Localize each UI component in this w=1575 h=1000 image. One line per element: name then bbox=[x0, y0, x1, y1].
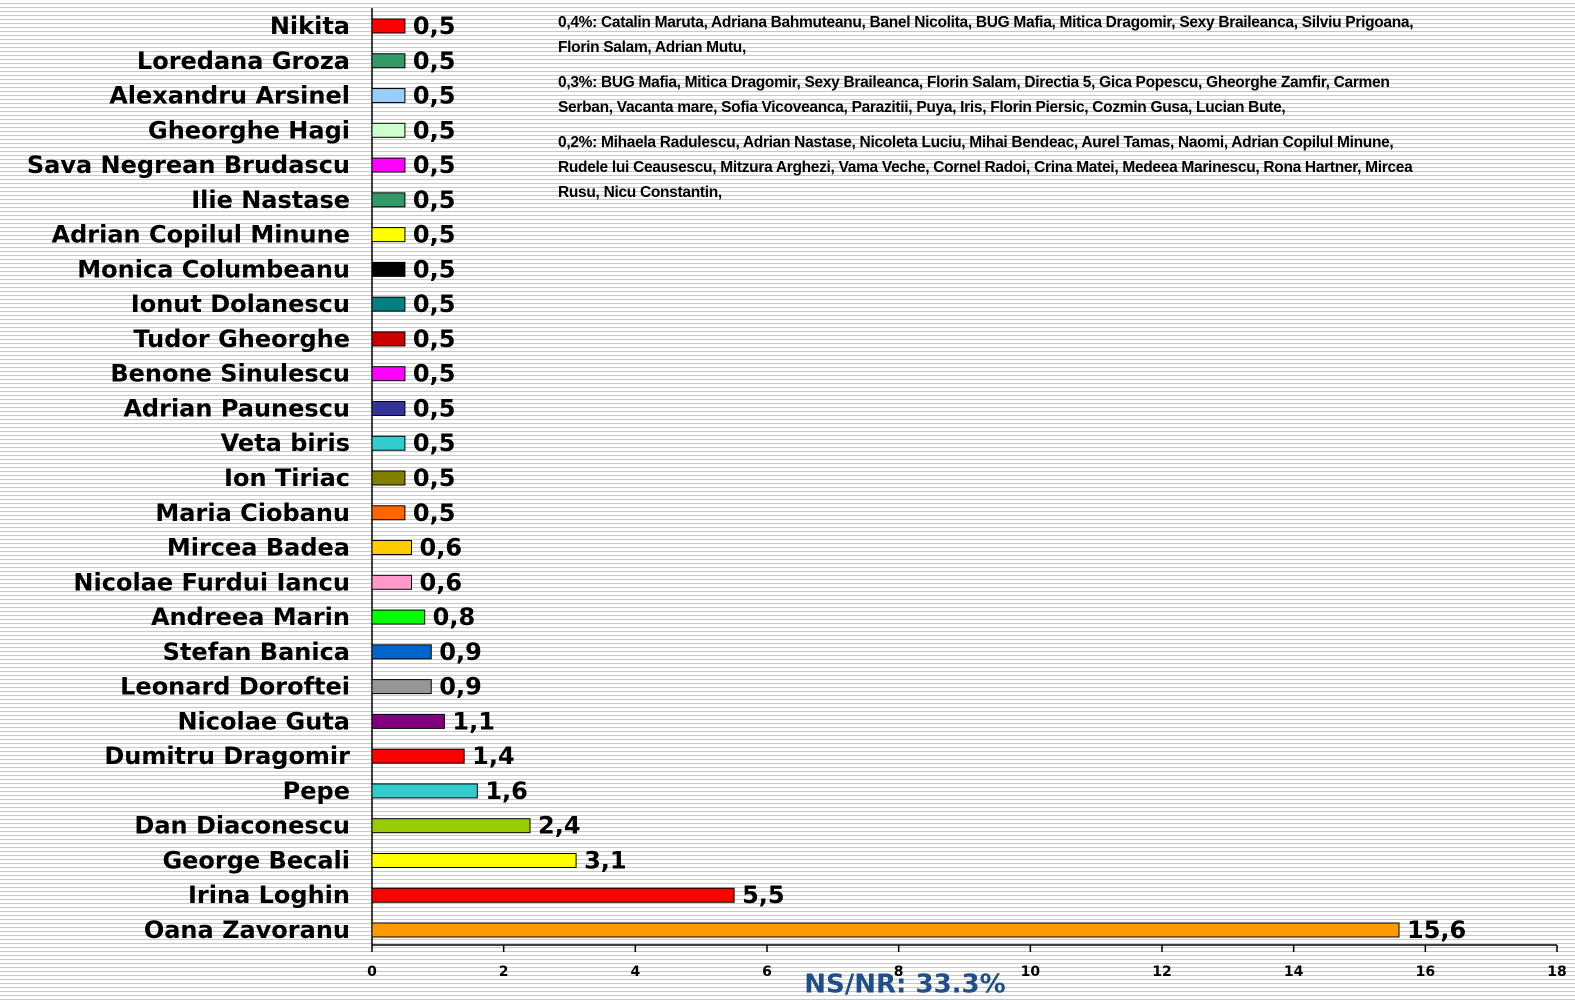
category-label: Adrian Paunescu bbox=[123, 394, 350, 422]
annotation: 0,3%: BUG Mafia, Mitica Dragomir, Sexy B… bbox=[558, 74, 1390, 116]
category-label: Leonard Doroftei bbox=[120, 673, 350, 701]
category-label: Tudor Gheorghe bbox=[133, 325, 350, 353]
bar bbox=[371, 470, 406, 486]
category-label: Pepe bbox=[283, 777, 350, 805]
x-tick-label: 8 bbox=[894, 964, 904, 980]
bar bbox=[371, 922, 1400, 938]
bar bbox=[371, 296, 406, 312]
category-label: Andreea Marin bbox=[151, 603, 350, 631]
category-label: Nicolae Furdui Iancu bbox=[73, 568, 350, 596]
value-label: 0,5 bbox=[413, 499, 456, 527]
footnote: NS/NR: 33.3% bbox=[804, 970, 1005, 1000]
value-label: 0,8 bbox=[433, 603, 476, 631]
annotation: 0,2%: Mihaela Radulescu, Adrian Nastase,… bbox=[558, 134, 1413, 201]
value-label: 0,5 bbox=[413, 151, 456, 179]
bar bbox=[371, 18, 406, 34]
bar bbox=[371, 783, 478, 799]
value-label: 0,6 bbox=[420, 534, 463, 562]
bar bbox=[371, 227, 406, 243]
value-label: 0,5 bbox=[413, 221, 456, 249]
category-label: Alexandru Arsinel bbox=[109, 82, 350, 110]
category-label: Ionut Dolanescu bbox=[131, 290, 350, 318]
bar bbox=[371, 609, 426, 625]
value-label: 1,6 bbox=[485, 777, 528, 805]
value-label: 15,6 bbox=[1407, 916, 1466, 944]
x-tick-label: 18 bbox=[1547, 964, 1566, 980]
bar bbox=[371, 540, 412, 556]
bar bbox=[371, 505, 406, 521]
category-label: Stefan Banica bbox=[163, 638, 350, 666]
bar bbox=[371, 679, 432, 695]
value-label: 0,5 bbox=[413, 255, 456, 283]
category-label: Gheorghe Hagi bbox=[148, 116, 350, 144]
bar bbox=[371, 818, 531, 834]
annotation: 0,4%: Catalin Maruta, Adriana Bahmuteanu… bbox=[558, 14, 1414, 56]
category-label: Loredana Groza bbox=[137, 47, 350, 75]
value-label: 1,1 bbox=[452, 707, 495, 735]
category-label: Sava Negrean Brudascu bbox=[27, 151, 350, 179]
value-label: 0,5 bbox=[413, 464, 456, 492]
value-label: 0,5 bbox=[413, 290, 456, 318]
bar bbox=[371, 887, 735, 903]
x-tick-label: 2 bbox=[499, 964, 509, 980]
category-label: Veta biris bbox=[221, 429, 350, 457]
bar bbox=[371, 122, 406, 138]
value-label: 0,5 bbox=[413, 429, 456, 457]
value-label: 0,5 bbox=[413, 47, 456, 75]
value-label: 0,5 bbox=[413, 82, 456, 110]
category-label: Oana Zavoranu bbox=[144, 916, 350, 944]
category-label: Dan Diaconescu bbox=[134, 812, 350, 840]
value-label: 2,4 bbox=[538, 812, 581, 840]
x-tick-label: 0 bbox=[367, 964, 377, 980]
category-label: Benone Sinulescu bbox=[110, 360, 350, 388]
x-tick-label: 14 bbox=[1284, 964, 1304, 980]
category-label: Adrian Copilul Minune bbox=[52, 221, 351, 249]
bar bbox=[371, 366, 406, 382]
bar bbox=[371, 400, 406, 416]
bar bbox=[371, 331, 406, 347]
bar bbox=[371, 88, 406, 104]
bar bbox=[371, 192, 406, 208]
value-label: 0,9 bbox=[439, 638, 482, 666]
bar bbox=[371, 261, 406, 277]
x-tick-label: 4 bbox=[630, 964, 640, 980]
bar bbox=[371, 852, 577, 868]
value-label: 0,5 bbox=[413, 116, 456, 144]
category-label: Monica Columbeanu bbox=[77, 255, 350, 283]
category-label: Dumitru Dragomir bbox=[104, 742, 350, 770]
category-label: Maria Ciobanu bbox=[155, 499, 350, 527]
value-label: 0,5 bbox=[413, 394, 456, 422]
category-label: Mircea Badea bbox=[167, 534, 350, 562]
value-label: 0,5 bbox=[413, 186, 456, 214]
bar bbox=[371, 435, 406, 451]
x-tick-label: 12 bbox=[1152, 964, 1171, 980]
value-label: 1,4 bbox=[472, 742, 515, 770]
x-tick-label: 6 bbox=[762, 964, 772, 980]
bar bbox=[371, 748, 465, 764]
x-tick-label: 16 bbox=[1416, 964, 1435, 980]
bar bbox=[371, 644, 432, 660]
value-label: 5,5 bbox=[742, 881, 785, 909]
bar bbox=[371, 53, 406, 69]
category-label: George Becali bbox=[162, 846, 350, 874]
annotations: 0,4%: Catalin Maruta, Adriana Bahmuteanu… bbox=[558, 10, 1438, 215]
bar bbox=[371, 574, 412, 590]
category-label: Nikita bbox=[270, 12, 350, 40]
value-label: 0,5 bbox=[413, 12, 456, 40]
category-label: Nicolae Guta bbox=[177, 707, 350, 735]
bar bbox=[371, 713, 445, 729]
value-label: 0,6 bbox=[420, 568, 463, 596]
category-label: Irina Loghin bbox=[188, 881, 350, 909]
value-label: 0,9 bbox=[439, 673, 482, 701]
value-label: 3,1 bbox=[584, 846, 627, 874]
x-tick-label: 10 bbox=[1021, 964, 1041, 980]
bar bbox=[371, 157, 406, 173]
value-label: 0,5 bbox=[413, 360, 456, 388]
category-label: Ilie Nastase bbox=[191, 186, 350, 214]
category-label: Ion Tiriac bbox=[224, 464, 350, 492]
value-label: 0,5 bbox=[413, 325, 456, 353]
